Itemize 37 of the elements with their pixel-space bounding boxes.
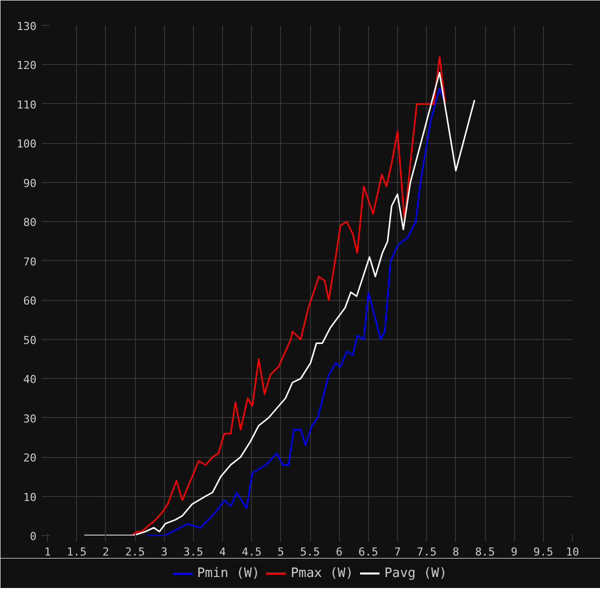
x-tick-label: 7 bbox=[394, 546, 401, 558]
x-tick-label: 8.5 bbox=[475, 546, 495, 558]
x-tick-label: 3.5 bbox=[183, 546, 204, 558]
y-tick-label: 10 bbox=[23, 490, 37, 504]
x-tick-label: 6 bbox=[336, 546, 342, 558]
x-tick-label: 1 bbox=[44, 546, 51, 558]
y-tick-label: 70 bbox=[23, 255, 37, 268]
x-tick-label: 10 bbox=[566, 546, 580, 558]
x-tick-label: 2.5 bbox=[125, 546, 145, 558]
y-tick-label: 0 bbox=[30, 530, 36, 543]
x-tick-label: 4.5 bbox=[242, 546, 262, 558]
x-tick-label: 9.5 bbox=[533, 546, 554, 558]
x-tick-label: 5 bbox=[278, 546, 284, 558]
y-tick-label: 60 bbox=[23, 294, 37, 308]
y-tick-label: 100 bbox=[16, 138, 37, 151]
x-tick-label: 4 bbox=[219, 546, 226, 558]
y-tick-label: 30 bbox=[23, 412, 37, 426]
y-tick-label: 120 bbox=[16, 59, 37, 72]
y-tick-label: 50 bbox=[23, 334, 37, 347]
legend-label: Pavg (W) bbox=[384, 566, 447, 580]
x-tick-label: 9 bbox=[510, 546, 518, 558]
legend-label: Pmin (W) bbox=[197, 566, 260, 580]
x-tick-label: 5.5 bbox=[300, 546, 320, 558]
x-tick-label: 3 bbox=[160, 546, 168, 558]
x-tick-label: 2 bbox=[102, 546, 110, 558]
x-tick-label: 8 bbox=[452, 546, 460, 558]
legend-label: Pmax (W) bbox=[290, 566, 354, 580]
x-tick-label: 1.5 bbox=[66, 546, 87, 558]
y-tick-label: 80 bbox=[23, 216, 37, 230]
y-tick-label: 90 bbox=[23, 176, 37, 190]
x-tick-label: 6.5 bbox=[358, 546, 378, 558]
y-tick-label: 130 bbox=[16, 20, 37, 33]
x-tick-label: 7.5 bbox=[416, 546, 437, 558]
y-tick-label: 110 bbox=[16, 98, 37, 112]
y-tick-label: 40 bbox=[23, 373, 37, 386]
y-tick-label: 20 bbox=[23, 452, 37, 465]
line-series bbox=[84, 72, 476, 536]
